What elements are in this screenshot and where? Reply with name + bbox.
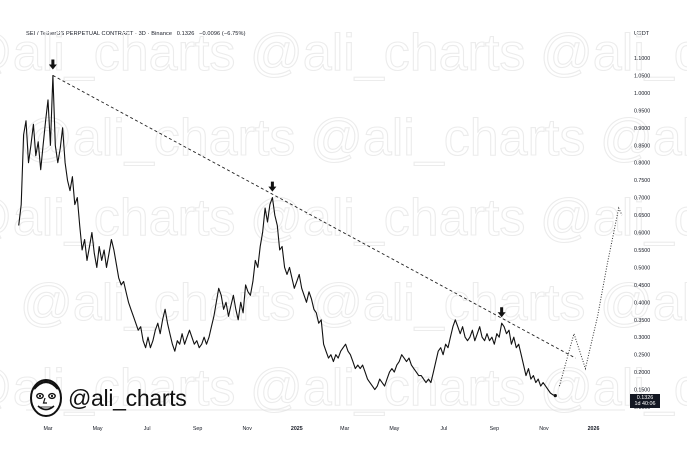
projection-series-line (558, 206, 623, 387)
last-price: 0.1326 (176, 31, 195, 37)
watermark-text: @ali_charts (540, 24, 687, 82)
y-tick-label: 0.9000 (634, 126, 650, 132)
down-arrow-icon (268, 181, 277, 192)
down-arrow-icon (497, 307, 506, 318)
x-tick-label: May (389, 426, 399, 432)
x-tick-label: Nov (539, 426, 549, 432)
brand-logo: @ali_charts (28, 376, 187, 420)
y-tick-label: 0.2000 (634, 370, 650, 376)
y-tick-label: 0.1500 (634, 388, 650, 394)
y-axis: 1.1000 1.0500 1.0000 0.9500 0.9000 0.8500 0.80… (634, 56, 650, 411)
watermark-text: @ali_charts (310, 109, 585, 167)
y-tick-label: 0.5000 (634, 265, 650, 271)
x-tick-label: Jul (144, 426, 151, 432)
y-tick-label: 0.3500 (634, 318, 650, 324)
y-tick-label: 0.7000 (634, 196, 650, 202)
watermark-text: @ali_charts (310, 274, 585, 332)
y-tick-label: 0.6000 (634, 231, 650, 237)
y-tick-label: 1.0000 (634, 91, 650, 97)
price-series-line (18, 74, 556, 397)
watermark-text: @ali_charts (600, 274, 687, 332)
watermark-text: @ali_charts (0, 189, 235, 247)
cartoon-avatar-icon (30, 379, 62, 417)
chart-header: SEI / TetherUS PERPETUAL CONTRACT · 3D ·… (26, 31, 249, 37)
candle-countdown: 1d 40:06 (634, 401, 656, 407)
peak-markers (48, 59, 557, 398)
y-tick-label: 0.9500 (634, 108, 650, 114)
watermark-text: @ali_charts (600, 109, 687, 167)
y-tick-label: 1.1000 (634, 56, 650, 62)
resistance-trendline (52, 75, 576, 359)
currency-label: USDT (634, 31, 650, 37)
current-price-value: 0.1326 (636, 394, 654, 401)
price-change: −0.0096 (−6.75%) (199, 31, 246, 37)
y-tick-label: 0.5500 (634, 248, 650, 254)
watermark-text: @ali_charts (250, 359, 525, 417)
brand-handle: @ali_charts (68, 384, 187, 411)
x-tick-label: May (93, 426, 103, 432)
watermark-text: @ali_charts (250, 24, 525, 82)
y-tick-label: 0.6500 (634, 213, 650, 219)
watermark-text: @ali_charts (0, 24, 235, 82)
x-tick-label: Mar (43, 426, 52, 432)
y-tick-label: 0.7500 (634, 178, 650, 184)
x-tick-label: Mar (340, 426, 349, 432)
watermark-text: @ali_charts (250, 189, 525, 247)
x-tick-label: 2026 (588, 426, 600, 432)
watermark-text: @ali_charts (540, 189, 687, 247)
current-price-badge: 0.1326 1d 40:06 (630, 394, 660, 408)
y-tick-label: 1.0500 (634, 73, 650, 79)
y-tick-label: 0.4500 (634, 283, 650, 289)
x-tick-label: Jul (441, 426, 448, 432)
y-tick-label: 0.8000 (634, 161, 650, 167)
x-tick-label: Sep (490, 426, 499, 432)
x-axis: Mar May Jul Sep Nov 2025 Mar May Jul Sep Nov 2026 (43, 426, 599, 432)
symbol-title: SEI / TetherUS PERPETUAL CONTRACT · 3D ·… (26, 31, 173, 37)
y-tick-label: 0.3000 (634, 335, 650, 341)
watermark-text: @ali_charts (540, 359, 687, 417)
watermark-text: @ali_charts (20, 109, 295, 167)
y-tick-label: 0.2500 (634, 353, 650, 359)
x-tick-label: 2025 (291, 426, 303, 432)
y-tick-label: 0.1000 (634, 405, 650, 411)
y-tick-label: 0.8500 (634, 143, 650, 149)
watermark-layer: @ali_charts @ali_charts @ali_charts @ali_ch… (0, 23, 687, 417)
down-arrow-icon (48, 59, 57, 70)
x-tick-label: Nov (242, 426, 252, 432)
last-price-dot (553, 394, 557, 398)
x-tick-label: Sep (193, 426, 202, 432)
y-tick-label: 0.4000 (634, 300, 650, 306)
